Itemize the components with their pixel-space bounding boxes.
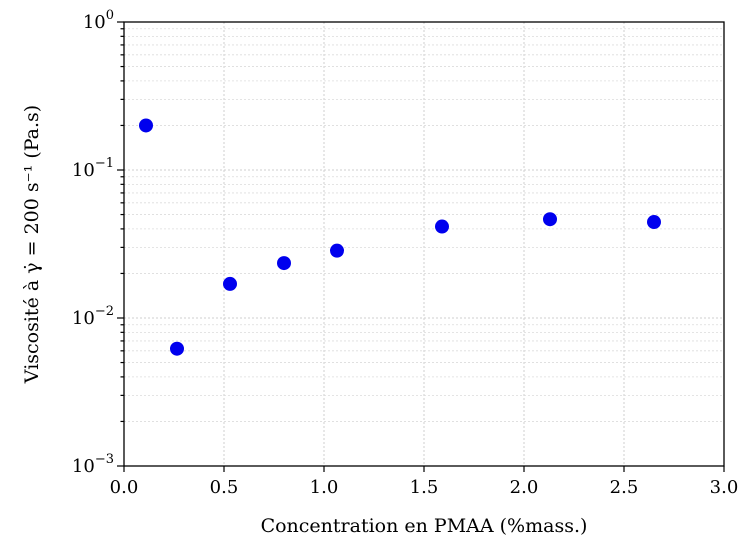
data-point [170,341,184,356]
data-point [139,118,153,133]
data-point [223,276,237,291]
x-tick-label: 2.0 [510,477,539,498]
data-point [435,219,449,234]
x-tick-label: 0.5 [210,477,239,498]
y-axis-ticks: 100 10−1 10−2 10−3 [72,8,124,477]
x-tick-label: 1.5 [410,477,439,498]
grid [123,22,725,467]
x-tick-label: 1.0 [310,477,339,498]
y-tick-label: 10−2 [72,304,114,329]
y-tick-label: 100 [83,8,114,33]
x-axis-ticks: 0.0 0.5 1.0 1.5 2.0 2.5 3.0 [110,466,739,498]
data-point [647,215,661,230]
data-point [330,243,344,258]
x-axis-label: Concentration en PMAA (%mass.) [261,515,588,537]
y-tick-label: 10−1 [72,156,114,181]
data-points [139,118,661,356]
x-tick-label: 3.0 [710,477,739,498]
x-tick-label: 2.5 [610,477,639,498]
x-tick-label: 0.0 [110,477,139,498]
data-point [543,212,557,227]
y-axis-label: Viscosité à γ̇ = 200 s⁻¹ (Pa.s) [21,105,43,384]
data-point [277,256,291,271]
y-tick-label: 10−3 [72,452,114,477]
